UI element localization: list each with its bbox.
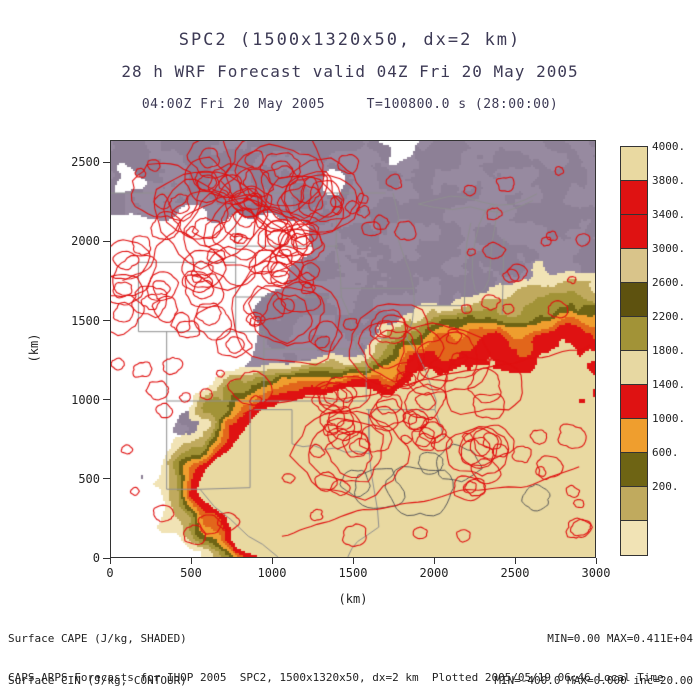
- colorbar-tick-label: 600.: [652, 446, 679, 459]
- x-axis-label: (km): [338, 592, 368, 606]
- x-tick-mark: [190, 558, 192, 564]
- x-tick-label: 3000: [581, 566, 611, 580]
- colorbar-tick-label: 200.: [652, 480, 679, 493]
- colorbar: [620, 146, 648, 556]
- y-tick-label: 0: [92, 551, 100, 565]
- x-tick-mark: [514, 558, 516, 564]
- x-tick-mark: [109, 558, 111, 564]
- colorbar-swatch: [621, 181, 647, 215]
- y-axis-label: (km): [27, 333, 41, 363]
- colorbar-tick-label: 3800.: [652, 174, 686, 187]
- x-tick-mark: [352, 558, 354, 564]
- colorbar-swatch: [621, 147, 647, 181]
- y-tick-label: 500: [78, 471, 100, 486]
- colorbar-swatch: [621, 487, 647, 521]
- legend-stats: MIN=0.00 MAX=0.411E+04 MIN=-400.0 MAX=0.…: [494, 604, 693, 700]
- colorbar-tick-label: 4000.: [652, 140, 686, 153]
- y-tick-label: 1000: [71, 392, 100, 407]
- x-tick-mark: [433, 558, 435, 564]
- legend-stats-cape: MIN=0.00 MAX=0.411E+04: [547, 632, 693, 645]
- y-tick-mark: [103, 240, 110, 242]
- colorbar-swatch: [621, 419, 647, 453]
- x-tick-label: 1500: [338, 566, 368, 580]
- colorbar-swatch: [621, 317, 647, 351]
- map-canvas: [111, 141, 595, 557]
- colorbar-tick-label: 3000.: [652, 242, 686, 255]
- y-tick-mark: [103, 399, 110, 401]
- x-tick-label: 2500: [500, 566, 530, 580]
- legend-stats-cin: MIN=-400.0 MAX=0.000 inc=20.00: [494, 674, 693, 687]
- colorbar-tick-label: 1800.: [652, 344, 686, 357]
- colorbar-swatch: [621, 249, 647, 283]
- y-tick-label: 2000: [71, 234, 100, 249]
- y-tick-mark: [103, 478, 110, 480]
- colorbar-swatch: [621, 453, 647, 487]
- footer-caption: CAPS ARPS Forecasts for IHOP 2005 SPC2, …: [8, 671, 664, 684]
- x-tick-label: 0: [106, 566, 114, 580]
- plot-time-line: 04:00Z Fri 20 May 2005 T=100800.0 s (28:…: [141, 97, 559, 112]
- x-tick-mark: [271, 558, 273, 564]
- y-tick-label: 1500: [71, 313, 100, 328]
- colorbar-tick-label: 1000.: [652, 412, 686, 425]
- colorbar-swatch: [621, 283, 647, 317]
- x-tick-label: 2000: [419, 566, 449, 580]
- y-tick-mark: [103, 161, 110, 163]
- x-tick-label: 500: [180, 566, 202, 580]
- plot-subtitle: 28 h WRF Forecast valid 04Z Fri 20 May 2…: [121, 62, 579, 81]
- colorbar-swatch: [621, 215, 647, 249]
- map-frame: [110, 140, 596, 558]
- colorbar-swatch: [621, 351, 647, 385]
- colorbar-tick-label: 3400.: [652, 208, 686, 221]
- legend-field-cin: Surface CIN (J/kg, CONTOUR): [8, 674, 187, 687]
- y-tick-mark: [103, 557, 110, 559]
- plot-title: SPC2 (1500x1320x50, dx=2 km): [178, 30, 522, 50]
- legend-fields: Surface CAPE (J/kg, SHADED) Surface CIN …: [8, 604, 227, 700]
- colorbar-swatch: [621, 385, 647, 419]
- y-tick-mark: [103, 320, 110, 321]
- colorbar-tick-label: 2200.: [652, 310, 686, 323]
- x-tick-mark: [595, 558, 597, 564]
- x-tick-label: 1000: [257, 566, 287, 580]
- y-tick-label: 2500: [71, 155, 100, 170]
- colorbar-swatch: [621, 521, 647, 555]
- colorbar-tick-label: 2600.: [652, 276, 686, 289]
- legend-field-cape: Surface CAPE (J/kg, SHADED): [8, 632, 187, 645]
- colorbar-tick-label: 1400.: [652, 378, 686, 391]
